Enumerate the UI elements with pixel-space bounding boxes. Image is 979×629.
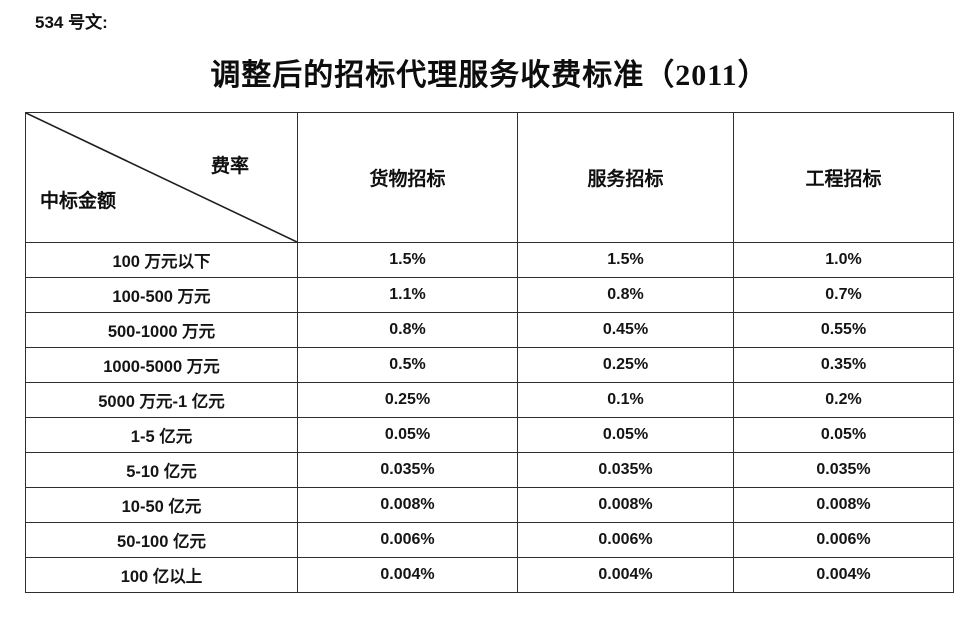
rate-cell-engineering: 0.7% (733, 277, 954, 313)
table-row: 100 亿以上 0.004% 0.004% 0.004% (25, 557, 954, 593)
table-row: 5-10 亿元 0.035% 0.035% 0.035% (25, 452, 954, 488)
amount-cell: 100 万元以下 (25, 242, 298, 278)
rate-cell-service: 0.006% (517, 522, 734, 558)
column-header-service-bidding: 服务招标 (517, 112, 734, 243)
rate-cell-service: 0.004% (517, 557, 734, 593)
rate-cell-goods: 0.006% (297, 522, 518, 558)
corner-label-amount: 中标金额 (40, 191, 117, 212)
table-row: 5000 万元-1 亿元 0.25% 0.1% 0.2% (25, 382, 954, 418)
corner-header-cell: 费率 中标金额 (25, 112, 298, 243)
amount-cell: 50-100 亿元 (25, 522, 298, 558)
rate-cell-goods: 0.008% (297, 487, 518, 523)
table-row: 500-1000 万元 0.8% 0.45% 0.55% (25, 312, 954, 348)
amount-cell: 5000 万元-1 亿元 (25, 382, 298, 418)
rate-cell-goods: 0.8% (297, 312, 518, 348)
table-row: 100 万元以下 1.5% 1.5% 1.0% (25, 242, 954, 278)
rate-cell-engineering: 0.035% (733, 452, 954, 488)
amount-cell: 10-50 亿元 (25, 487, 298, 523)
amount-cell: 5-10 亿元 (25, 452, 298, 488)
rate-cell-service: 0.25% (517, 347, 734, 383)
table-row: 50-100 亿元 0.006% 0.006% 0.006% (25, 522, 954, 558)
table-row: 100-500 万元 1.1% 0.8% 0.7% (25, 277, 954, 313)
amount-cell: 500-1000 万元 (25, 312, 298, 348)
rate-cell-goods: 1.5% (297, 242, 518, 278)
amount-cell: 1000-5000 万元 (25, 347, 298, 383)
header-row: 费率 中标金额 货物招标 服务招标 工程招标 (25, 112, 954, 243)
rate-cell-engineering: 0.35% (733, 347, 954, 383)
rate-cell-engineering: 0.004% (733, 557, 954, 593)
rate-cell-goods: 0.5% (297, 347, 518, 383)
rate-cell-goods: 0.035% (297, 452, 518, 488)
rate-cell-service: 0.035% (517, 452, 734, 488)
rate-cell-engineering: 0.006% (733, 522, 954, 558)
rate-cell-service: 0.45% (517, 312, 734, 348)
rate-cell-engineering: 0.05% (733, 417, 954, 453)
rate-cell-service: 0.8% (517, 277, 734, 313)
page-title: 调整后的招标代理服务收费标准（2011） (210, 59, 769, 92)
table-row: 1-5 亿元 0.05% 0.05% 0.05% (25, 417, 954, 453)
table-row: 1000-5000 万元 0.5% 0.25% 0.35% (25, 347, 954, 383)
diagonal-divider-line (26, 113, 297, 242)
rate-cell-service: 0.008% (517, 487, 734, 523)
amount-cell: 100-500 万元 (25, 277, 298, 313)
rate-cell-service: 0.1% (517, 382, 734, 418)
doc-number-label: 534 号文: (35, 13, 108, 32)
amount-cell: 100 亿以上 (25, 557, 298, 593)
rate-cell-goods: 0.004% (297, 557, 518, 593)
corner-label-rate: 费率 (210, 156, 249, 177)
rate-cell-goods: 1.1% (297, 277, 518, 313)
fee-table: 费率 中标金额 货物招标 服务招标 工程招标 100 万元以下 1.5% 1.5… (25, 112, 954, 593)
rate-cell-service: 0.05% (517, 417, 734, 453)
rate-cell-goods: 0.05% (297, 417, 518, 453)
rate-cell-engineering: 0.2% (733, 382, 954, 418)
rate-cell-engineering: 0.55% (733, 312, 954, 348)
rate-cell-engineering: 1.0% (733, 242, 954, 278)
rate-cell-engineering: 0.008% (733, 487, 954, 523)
rate-cell-goods: 0.25% (297, 382, 518, 418)
rate-cell-service: 1.5% (517, 242, 734, 278)
table-row: 10-50 亿元 0.008% 0.008% 0.008% (25, 487, 954, 523)
amount-cell: 1-5 亿元 (25, 417, 298, 453)
column-header-engineering-bidding: 工程招标 (733, 112, 954, 243)
column-header-goods-bidding: 货物招标 (297, 112, 518, 243)
